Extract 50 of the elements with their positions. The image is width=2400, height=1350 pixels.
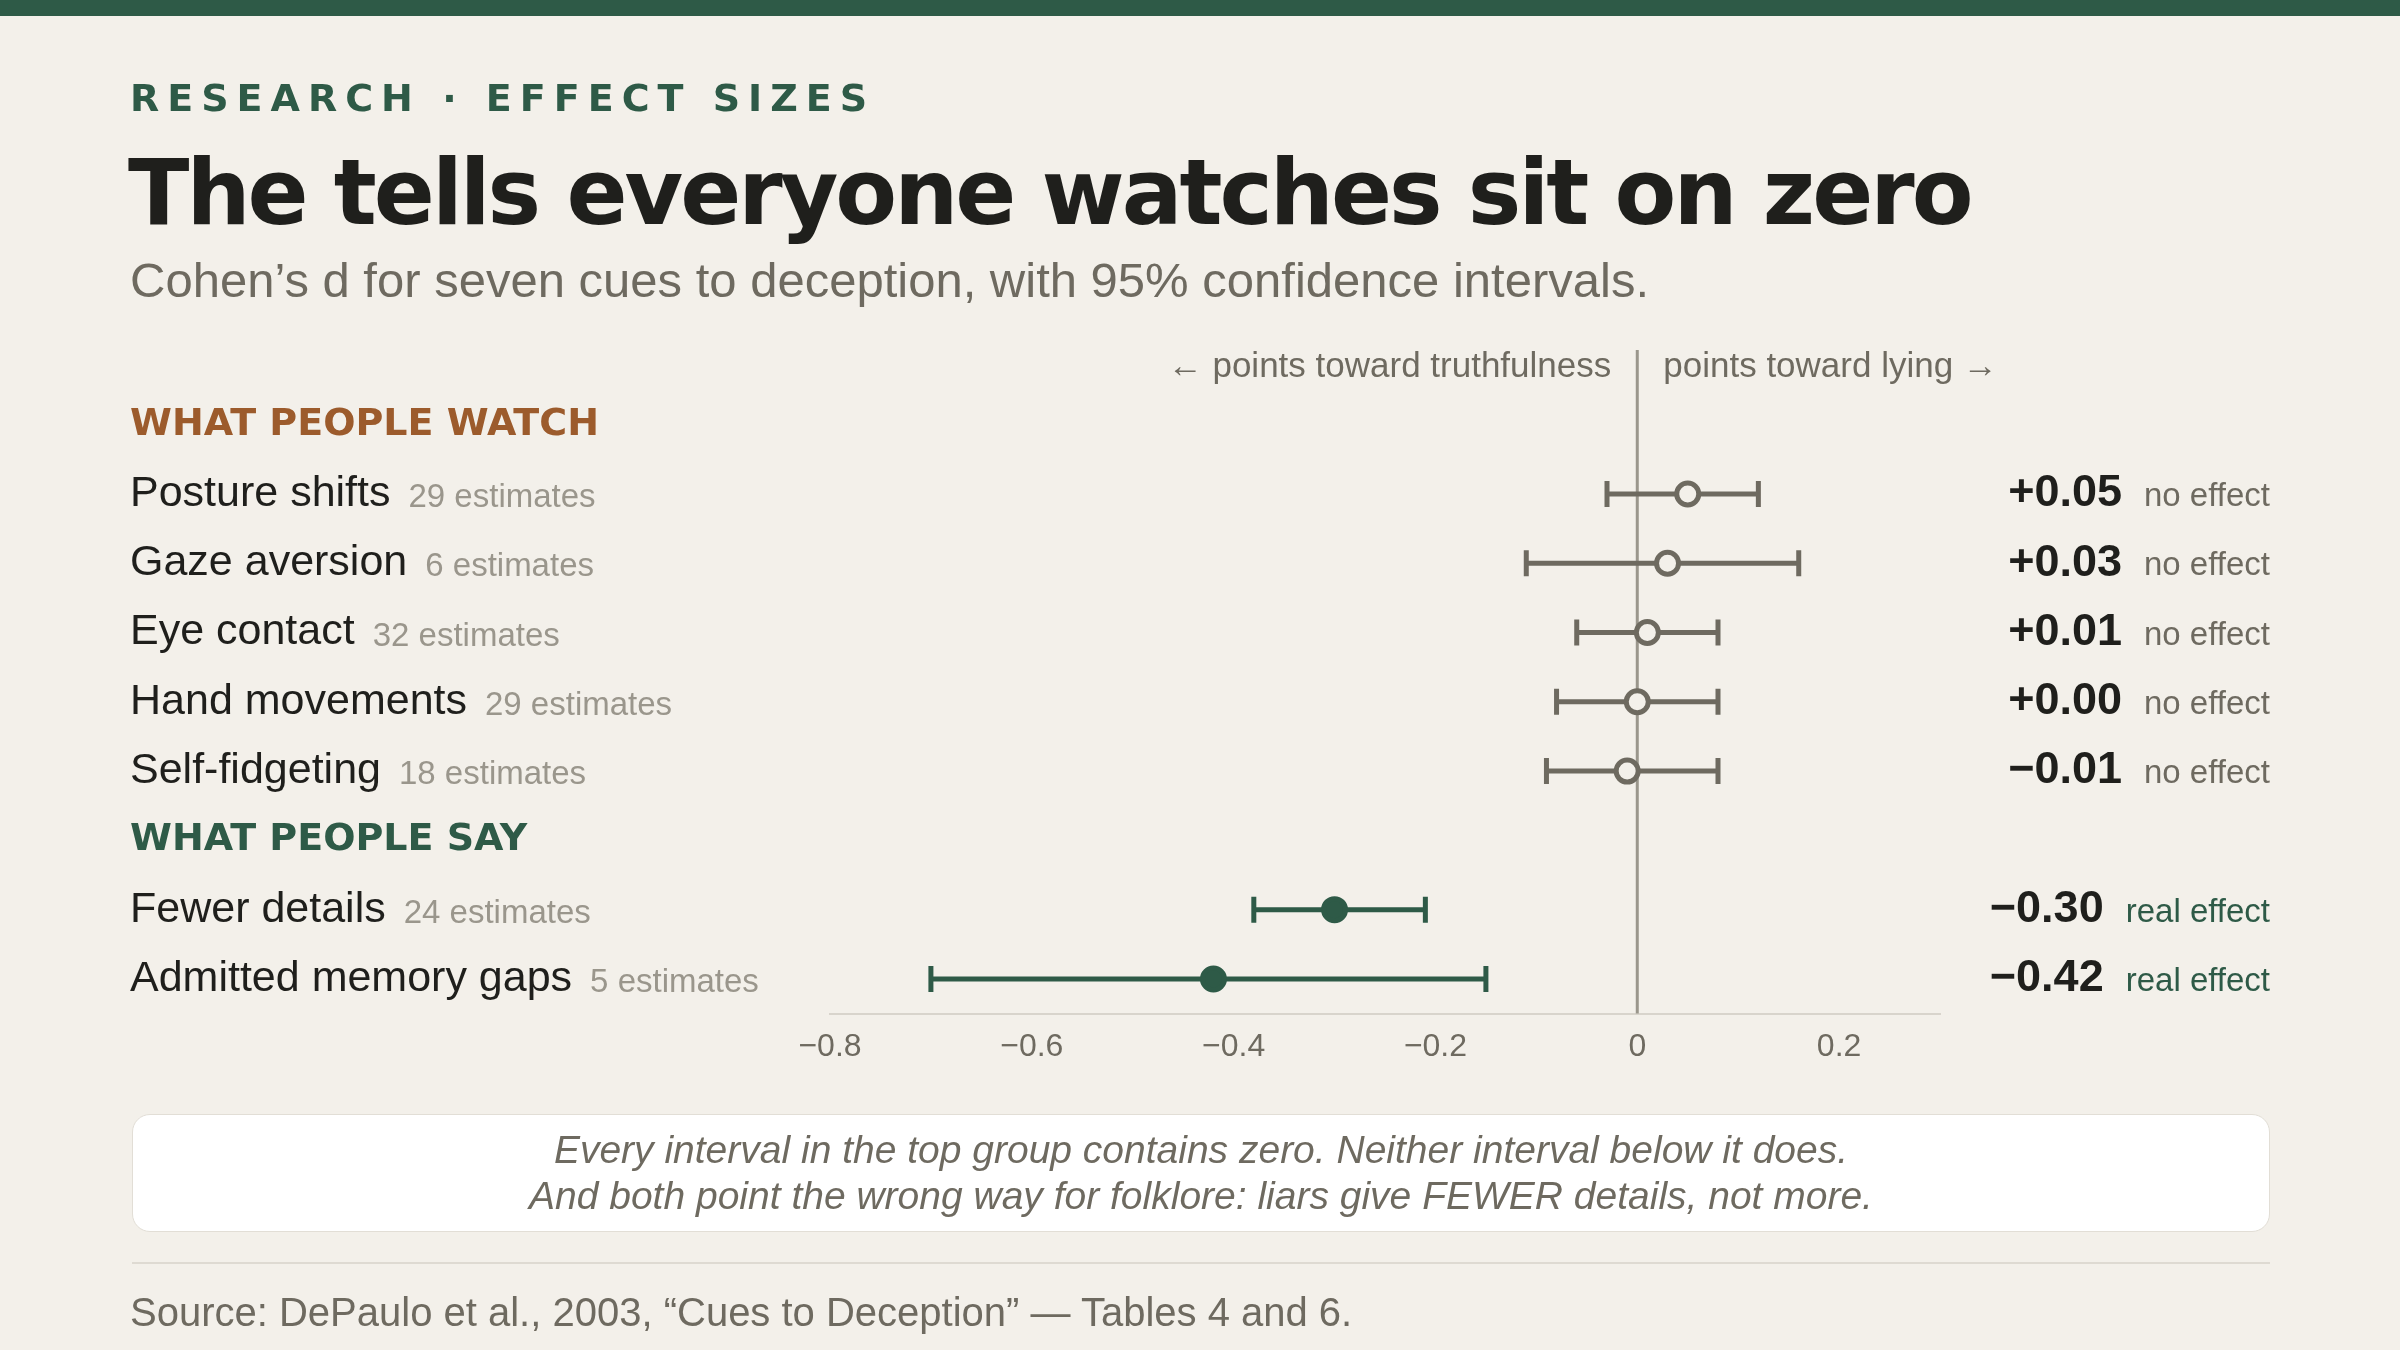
chart-title: The tells everyone watches sit on zero	[128, 140, 1971, 245]
y-tick-label: Admitted memory gaps	[130, 951, 573, 1000]
text: 32 estimates	[372, 615, 560, 653]
data-label: +0.03	[2008, 534, 2123, 586]
text: no effect	[2144, 753, 2270, 791]
text: 6 estimates	[425, 546, 594, 584]
text: 5 estimates	[590, 962, 759, 1000]
point	[1633, 619, 1661, 647]
y-tick-label: Self-fidgeting	[130, 743, 381, 792]
y-tick-label: Fewer details	[130, 882, 386, 931]
x-tick-label: 0.2	[1816, 1026, 1862, 1063]
y-tick-label: Hand movements	[130, 674, 467, 723]
data-label: +0.01	[2008, 603, 2123, 655]
text: RESEARCH · EFFECT SIZES	[130, 76, 876, 120]
text: no effect	[2144, 545, 2270, 583]
point	[1321, 896, 1349, 924]
text: real effect	[2125, 891, 2270, 929]
text: 24 estimates	[403, 892, 591, 930]
data-label: −0.30	[1989, 881, 2104, 933]
point	[1674, 480, 1702, 508]
data-label: +0.00	[2008, 673, 2123, 725]
text: Every interval in the top group contains zero. Neither interval below it does. And both point the wrong way for folklore: liars give FEWER details, not more.	[132, 1114, 2270, 1232]
point	[1623, 688, 1651, 716]
point	[1613, 757, 1641, 785]
source-note: Source: DePaulo et al., 2003, “Cues to Deception” — Tables 4 and 6.	[130, 1290, 1353, 1335]
text: real effect	[2125, 961, 2270, 999]
chart-subtitle: Cohen’s d for seven cues to deception, with 95% confidence intervals.	[130, 252, 1649, 308]
point	[1199, 965, 1227, 993]
y-tick-label: Eye contact	[130, 605, 355, 654]
y-tick-label: Posture shifts	[130, 466, 391, 515]
data-label: −0.42	[1989, 950, 2104, 1002]
data-label: +0.05	[2008, 465, 2123, 517]
point	[1654, 549, 1682, 577]
y-tick-label: Gaze aversion	[130, 536, 408, 585]
text: no effect	[2144, 614, 2270, 652]
text: 18 estimates	[398, 754, 587, 792]
text: 29 estimates	[484, 684, 673, 722]
x-tick-label: −0.8	[798, 1026, 862, 1063]
annotation: points toward lying →	[1663, 344, 1998, 384]
x-tick-label: −0.4	[1202, 1026, 1266, 1063]
y-tick-label: WHAT PEOPLE WATCH	[130, 399, 599, 444]
x-tick-label: −0.6	[1000, 1026, 1064, 1063]
text: 29 estimates	[408, 477, 596, 515]
annotation: ← points toward truthfulness	[1167, 344, 1612, 384]
x-tick-label: 0	[1628, 1026, 1647, 1063]
y-tick-label: WHAT PEOPLE SAY	[130, 815, 528, 860]
x-tick-label: −0.2	[1403, 1026, 1468, 1063]
text: no effect	[2144, 683, 2270, 721]
data-label: −0.01	[2008, 742, 2123, 794]
text: no effect	[2144, 476, 2270, 514]
